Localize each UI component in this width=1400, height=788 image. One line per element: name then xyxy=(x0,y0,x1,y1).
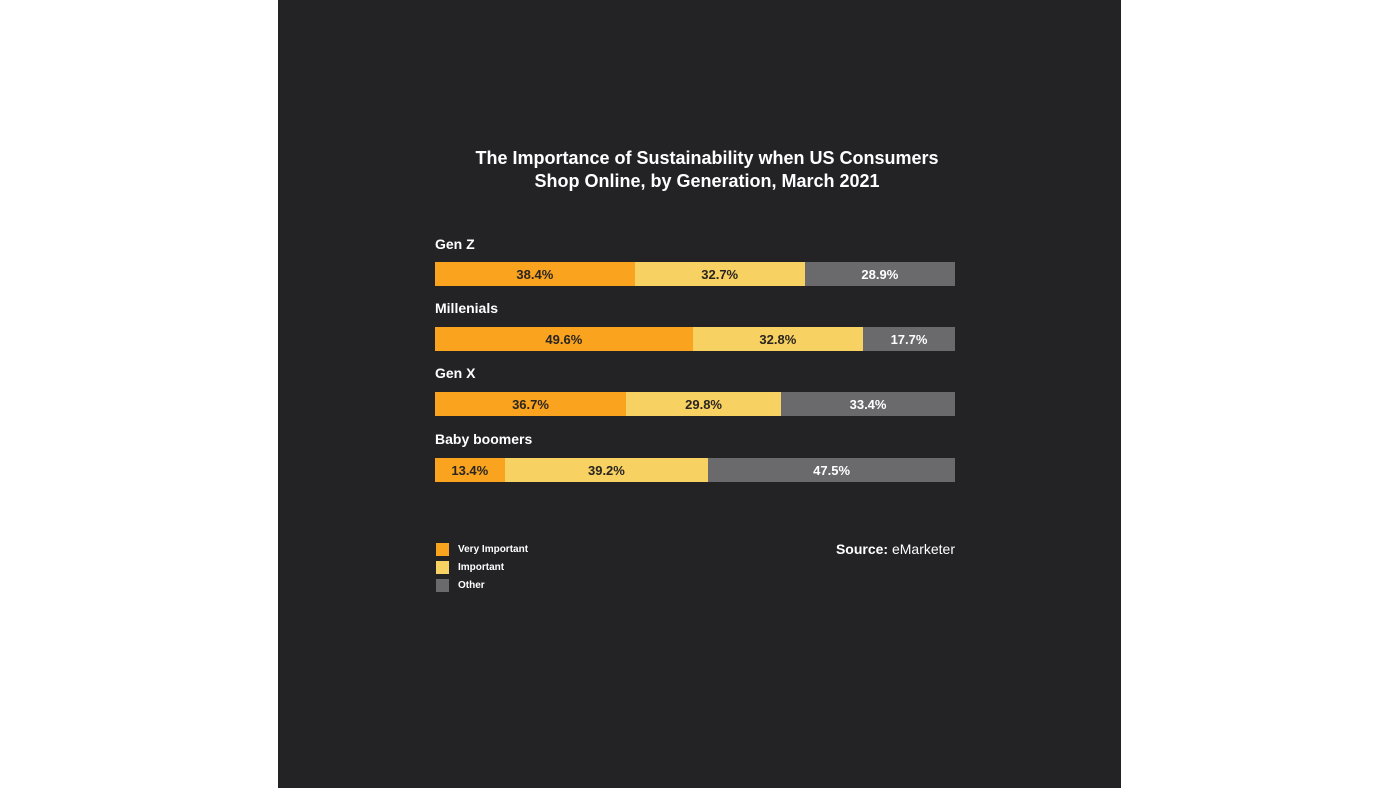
title-line-2: Shop Online, by Generation, March 2021 xyxy=(534,171,880,191)
data-label: 38.4% xyxy=(516,266,554,282)
source-value: eMarketer xyxy=(891,541,955,557)
legend-swatch xyxy=(436,543,449,556)
bar-segment-important: 32.8% xyxy=(692,327,864,351)
bar-segment-important: 39.2% xyxy=(504,458,709,482)
bar-segment-important: 29.8% xyxy=(626,392,782,416)
bar-segment-other: 33.4% xyxy=(781,392,955,416)
title-line-1: The Importance of Sustainability when US… xyxy=(475,148,939,168)
bar-segment-other: 17.7% xyxy=(863,327,955,351)
data-label: 28.9% xyxy=(861,266,899,282)
data-label: 32.8% xyxy=(759,331,797,347)
bar-segment-other: 28.9% xyxy=(804,262,955,286)
bar-millenials: 49.6% 32.8% 17.7% xyxy=(435,327,955,351)
legend-label: Other xyxy=(458,580,485,591)
bar-segment-very-important: 13.4% xyxy=(435,458,505,482)
data-label: 29.8% xyxy=(685,396,722,412)
data-label: 32.7% xyxy=(701,266,739,282)
data-label: 49.6% xyxy=(545,331,583,347)
bar-segment-other: 47.5% xyxy=(708,458,955,482)
bar-segment-very-important: 38.4% xyxy=(435,262,635,286)
source-label: Source: xyxy=(835,541,889,557)
category-label: Gen Z xyxy=(435,236,475,252)
legend-item: Other xyxy=(436,579,485,592)
legend-label: Important xyxy=(458,562,505,573)
legend-item: Very Important xyxy=(436,543,528,556)
legend-swatch xyxy=(436,561,449,574)
bar-gen-z: 38.4% 32.7% 28.9% xyxy=(435,262,955,286)
data-label: 47.5% xyxy=(813,462,851,478)
bar-baby-boomers: 13.4% 39.2% 47.5% xyxy=(435,458,955,482)
category-label: Baby boomers xyxy=(435,431,533,447)
data-label: 36.7% xyxy=(512,396,549,412)
data-label: 13.4% xyxy=(451,462,489,478)
data-label: 17.7% xyxy=(890,331,928,347)
bar-segment-very-important: 36.7% xyxy=(435,392,627,416)
data-label: 33.4% xyxy=(849,396,887,412)
category-label: Gen X xyxy=(435,365,476,381)
chart-title: The Importance of Sustainability when US… xyxy=(435,147,979,193)
source-note: Source: eMarketer xyxy=(836,541,955,557)
category-label: Millenials xyxy=(435,300,499,316)
bar-gen-x: 36.7% 29.8% 33.4% xyxy=(435,392,955,416)
legend-item: Important xyxy=(436,561,504,574)
data-label: 39.2% xyxy=(587,462,625,478)
bar-segment-important: 32.7% xyxy=(634,262,805,286)
legend-swatch xyxy=(436,579,449,592)
bar-segment-very-important: 49.6% xyxy=(435,327,693,351)
legend-label: Very Important xyxy=(458,544,529,555)
